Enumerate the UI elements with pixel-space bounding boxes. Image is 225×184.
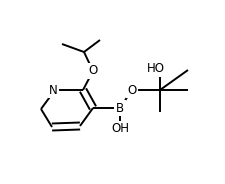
Text: OH: OH	[110, 123, 128, 135]
Text: B: B	[115, 102, 124, 114]
Text: O: O	[88, 65, 97, 77]
Text: N: N	[48, 84, 57, 96]
Text: O: O	[127, 84, 136, 96]
Text: HO: HO	[146, 63, 164, 75]
